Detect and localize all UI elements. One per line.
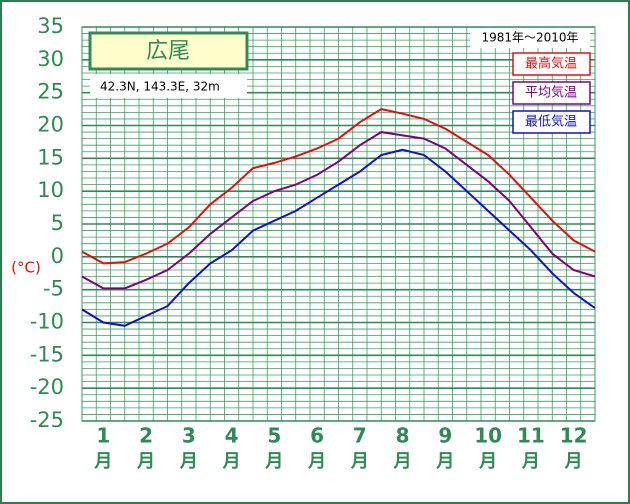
x-unit-label: 月 — [350, 451, 369, 472]
x-tick-label: 3 — [182, 424, 196, 448]
x-unit-label: 月 — [222, 451, 241, 472]
series-line — [81, 108, 596, 265]
x-unit-label: 月 — [478, 451, 497, 472]
x-unit-label: 月 — [93, 451, 112, 472]
x-unit-label: 月 — [393, 451, 412, 472]
x-tick-label: 2 — [139, 424, 153, 448]
y-tick-label: 30 — [37, 47, 64, 71]
x-unit-label: 月 — [435, 451, 454, 472]
chart-title: 広尾 — [146, 39, 190, 64]
x-tick-label: 5 — [267, 424, 281, 448]
x-tick-label: 7 — [353, 424, 367, 448]
x-unit-label: 月 — [264, 451, 283, 472]
x-unit-label: 月 — [179, 451, 198, 472]
x-tick-label: 10 — [474, 424, 502, 448]
legend-label: 最低気温 — [525, 114, 577, 130]
y-tick-label: -20 — [30, 375, 64, 399]
x-tick-label: 1 — [96, 424, 110, 448]
legend-box — [512, 110, 591, 134]
x-tick-label: 6 — [310, 424, 324, 448]
legend-box — [512, 52, 591, 76]
y-tick-label: -5 — [43, 277, 64, 301]
y-tick-label: 10 — [37, 178, 64, 202]
y-tick-label: 35 — [37, 14, 64, 38]
legend-label: 最高気温 — [525, 56, 577, 72]
period-box — [470, 28, 590, 48]
period: 1981年〜2010年 — [481, 31, 578, 45]
x-unit-label: 月 — [564, 451, 583, 472]
y-tick-label: 20 — [37, 113, 64, 137]
x-tick-label: 9 — [438, 424, 452, 448]
y-tick-label: 15 — [37, 145, 64, 169]
y-tick-label: 5 — [51, 211, 64, 235]
y-axis-label: (°C) — [11, 259, 41, 277]
x-unit-label: 月 — [136, 451, 155, 472]
y-tick-label: -25 — [30, 408, 64, 432]
y-tick-label: 25 — [37, 80, 64, 104]
y-tick-label: -15 — [30, 342, 64, 366]
x-tick-label: 11 — [517, 424, 545, 448]
series-line — [81, 131, 596, 290]
series-line — [81, 148, 596, 327]
x-tick-label: 8 — [396, 424, 410, 448]
x-unit-label: 月 — [307, 451, 326, 472]
x-tick-label: 4 — [225, 424, 239, 448]
x-unit-label: 月 — [521, 451, 540, 472]
legend-box — [512, 81, 591, 105]
y-tick-label: 0 — [51, 244, 64, 268]
subtitle: 42.3N, 143.3E, 32m — [100, 80, 220, 94]
y-tick-label: -10 — [30, 310, 64, 334]
title-box — [88, 31, 249, 71]
legend-label: 平均気温 — [525, 85, 577, 101]
subtitle-box — [90, 74, 247, 98]
x-tick-label: 12 — [560, 424, 588, 448]
